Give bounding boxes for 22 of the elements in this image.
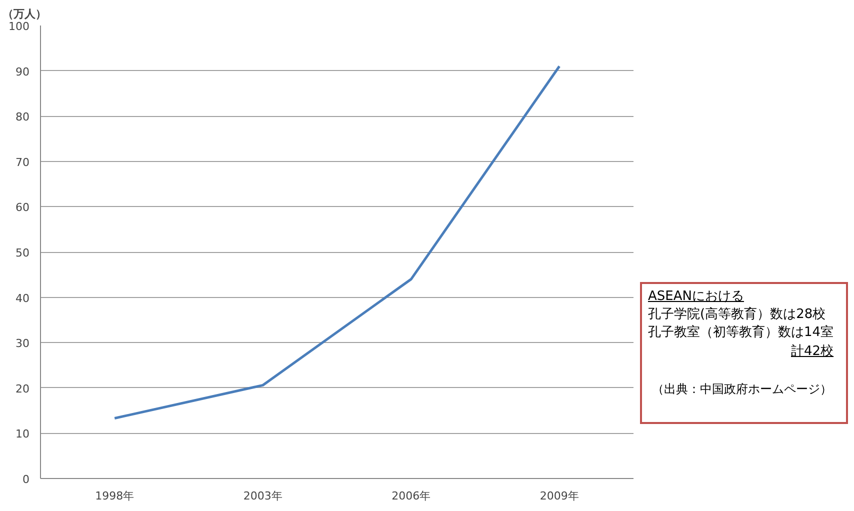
y-tick-label: 10 (16, 428, 30, 441)
text: 計42校 (791, 344, 834, 359)
x-tick-label: 1998年 (95, 490, 134, 502)
x-tick-label: 2006年 (392, 490, 431, 502)
text: ASEANにおける (648, 289, 744, 304)
x-tick-label: 2003年 (243, 490, 282, 502)
y-tick-label: 50 (16, 246, 30, 260)
text: 孔子学院(高等教育）数は28校 (648, 306, 827, 324)
text: （出典：中国政府ホームページ） (651, 380, 833, 398)
text: 孔子教室（初等教育）数は14室 (648, 324, 834, 342)
y-tick-label: 20 (16, 382, 30, 396)
y-tick-label: 90 (16, 65, 30, 78)
y-tick-label: 30 (16, 337, 30, 350)
x-tick-label: 2009年 (540, 490, 579, 502)
y-tick-label: 100 (8, 20, 30, 33)
line-series (113, 65, 561, 420)
y-tick-label: 70 (16, 156, 30, 169)
y-tick-label: 60 (16, 201, 30, 214)
y-tick-label: 0 (22, 473, 30, 486)
y-tick-label: 40 (16, 292, 30, 305)
y-axis-title: （万人） (2, 8, 46, 20)
y-tick-label: 80 (16, 110, 30, 124)
